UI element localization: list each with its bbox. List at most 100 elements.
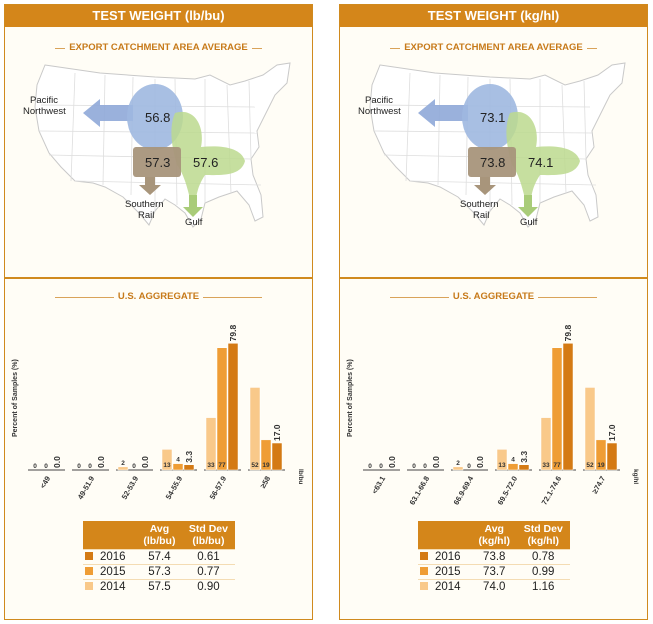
us-map: Pacific Northwest 73.1 73.8 74.1 Southern… — [358, 62, 626, 228]
data-label: 77 — [553, 462, 561, 469]
legend-swatch-2015 — [85, 567, 93, 575]
bar — [260, 439, 272, 471]
state-border — [405, 72, 411, 182]
avg-cell: 57.4 — [137, 549, 182, 565]
avg-cell: 73.7 — [472, 564, 517, 580]
rail-value: 73.8 — [480, 155, 505, 170]
state-border — [583, 80, 587, 160]
sd-cell: 0.61 — [181, 549, 235, 565]
sd-header: Std Dev — [523, 523, 563, 535]
avg-cell: 73.8 — [472, 549, 517, 565]
data-label: 0 — [412, 463, 416, 470]
rail-label: Southern Rail — [460, 199, 499, 221]
gulf-value: 57.6 — [193, 155, 218, 170]
data-label: 13 — [498, 462, 506, 469]
data-label: 4 — [511, 457, 515, 464]
state-border — [248, 80, 252, 160]
map-title: EXPORT CATCHMENT AREA AVERAGE — [400, 42, 587, 53]
histogram-chart: Percent of Samples (%)0 0 0.0<63.10 0 0.063.… — [347, 325, 639, 507]
bar — [540, 417, 552, 471]
bar — [595, 439, 607, 471]
data-label: 77 — [218, 462, 226, 469]
year-cell: 2016 — [97, 549, 137, 565]
rail-region — [133, 147, 181, 177]
x-tick-label: 49-51.9 — [76, 475, 97, 502]
data-label: 2 — [121, 460, 125, 467]
data-label: 79.8 — [563, 325, 573, 342]
legend-swatch-2016 — [420, 552, 428, 560]
gulf-region — [171, 111, 245, 203]
data-label: 52 — [586, 462, 594, 469]
bar — [452, 466, 464, 471]
x-tick-label: ≥58 — [258, 475, 272, 490]
state-border — [74, 180, 262, 186]
bar — [172, 463, 184, 471]
y-axis-label: Percent of Samples (%) — [347, 359, 354, 437]
data-label: 0 — [379, 463, 383, 470]
chart-title: U.S. AGGREGATE — [448, 291, 539, 302]
data-label: 17.0 — [272, 424, 282, 441]
legend-swatch-2016 — [85, 552, 93, 560]
data-label: 33 — [542, 462, 550, 469]
panel-title: TEST WEIGHT (kg/hl) — [340, 5, 647, 27]
gulf-arrow — [183, 195, 203, 217]
pnw-value: 56.8 — [145, 110, 170, 125]
data-label: 3.3 — [184, 451, 194, 463]
panel-kg-hl: TEST WEIGHT (kg/hl) EXPORT CATCHMENT ARE… — [339, 4, 648, 620]
avg-header: Avg — [484, 523, 504, 535]
section-divider — [5, 277, 312, 279]
histogram-chart: Percent of Samples (%)0 0 0.0<490 0 0.049-51… — [12, 325, 304, 502]
legend-swatch-2014 — [85, 582, 93, 590]
legend-swatch-2015 — [420, 567, 428, 575]
data-label: 17.0 — [607, 424, 617, 441]
sd-unit-header: (lb/bu) — [192, 535, 225, 547]
bar — [518, 464, 530, 471]
x-tick-label: 63.1-66.8 — [408, 475, 432, 507]
bar — [271, 442, 283, 471]
pnw-label: Pacific Northwest — [358, 95, 401, 117]
data-label: 0.0 — [52, 456, 62, 468]
legend-swatch-2014 — [420, 582, 428, 590]
x-tick-label: ≥74.7 — [590, 475, 607, 496]
pnw-label: Pacific Northwest — [23, 95, 66, 117]
sd-header: Std Dev — [188, 523, 228, 535]
bar — [584, 387, 596, 471]
avg-unit-header: (lb/bu) — [143, 535, 176, 547]
bar — [606, 442, 618, 471]
rail-arrow — [139, 177, 161, 195]
bar — [507, 463, 519, 471]
data-label: 2 — [456, 460, 460, 467]
avg-cell: 74.0 — [472, 579, 517, 594]
x-unit-label: lb/bu — [297, 469, 304, 485]
x-tick-label: <63.1 — [370, 475, 387, 496]
data-label: 0 — [467, 463, 471, 470]
stats-table: Avg (lb/bu) Std Dev (lb/bu) 2016 57.4 0.61… — [83, 521, 235, 594]
data-label: 0.0 — [475, 456, 485, 468]
bar — [551, 347, 563, 471]
bar — [216, 347, 228, 471]
data-label: 0 — [368, 463, 372, 470]
x-tick-label: 52-53.9 — [120, 475, 141, 502]
bar — [496, 449, 508, 471]
x-tick-label: <49 — [38, 475, 52, 491]
data-label: 19 — [597, 462, 605, 469]
table-row: 2015 73.7 0.99 — [418, 564, 570, 580]
year-cell: 2014 — [432, 579, 472, 594]
sd-cell: 0.90 — [181, 579, 235, 594]
state-border — [130, 76, 134, 196]
pnw-arrow — [83, 99, 133, 127]
data-label: 0 — [77, 463, 81, 470]
table-row: 2014 57.5 0.90 — [83, 579, 235, 594]
data-label: 0.0 — [140, 456, 150, 468]
data-label: 0.0 — [387, 456, 397, 468]
y-axis-label: Percent of Samples (%) — [12, 359, 19, 437]
sd-cell: 0.78 — [516, 549, 570, 565]
bar — [562, 343, 574, 471]
chart-title: U.S. AGGREGATE — [113, 291, 204, 302]
section-divider — [340, 277, 647, 279]
rail-value: 57.3 — [145, 155, 170, 170]
state-border — [102, 74, 106, 186]
pnw-arrow — [418, 99, 468, 127]
avg-cell: 57.3 — [137, 564, 182, 580]
state-border — [409, 180, 597, 186]
